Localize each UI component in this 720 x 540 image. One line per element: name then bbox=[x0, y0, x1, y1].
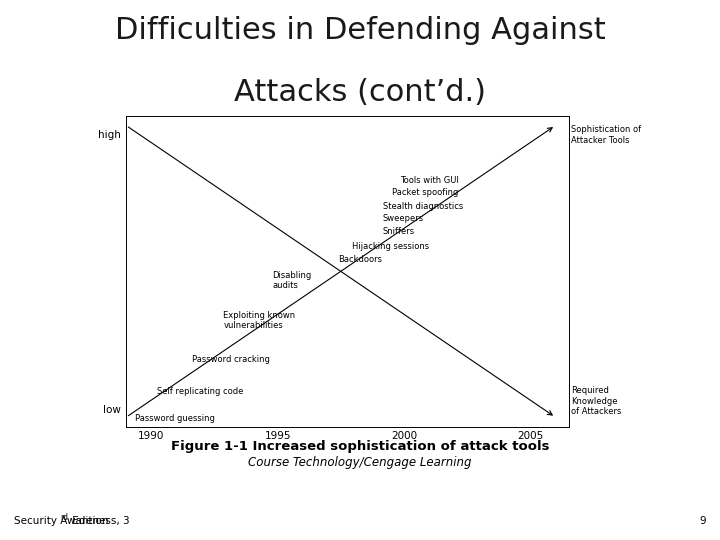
Text: Password cracking: Password cracking bbox=[192, 355, 270, 364]
Text: Exploiting known
vulnerabilities: Exploiting known vulnerabilities bbox=[223, 311, 295, 330]
Text: Tools with GUI: Tools with GUI bbox=[400, 176, 459, 185]
Text: Edition: Edition bbox=[69, 516, 109, 526]
Text: Security Awareness, 3: Security Awareness, 3 bbox=[14, 516, 130, 526]
Text: Required
Knowledge
of Attackers: Required Knowledge of Attackers bbox=[571, 386, 621, 416]
Text: rd: rd bbox=[60, 513, 68, 522]
Text: Sophistication of
Attacker Tools: Sophistication of Attacker Tools bbox=[571, 125, 641, 145]
Text: Sweepers: Sweepers bbox=[383, 214, 424, 223]
Text: 9: 9 bbox=[699, 516, 706, 526]
Text: Self replicating code: Self replicating code bbox=[157, 387, 243, 395]
Text: Figure 1-1 Increased sophistication of attack tools: Figure 1-1 Increased sophistication of a… bbox=[171, 440, 549, 453]
Text: Backdoors: Backdoors bbox=[338, 254, 382, 264]
Text: Sniffers: Sniffers bbox=[383, 227, 415, 235]
Text: Packet spoofing: Packet spoofing bbox=[392, 188, 458, 198]
Text: Course Technology/Cengage Learning: Course Technology/Cengage Learning bbox=[248, 456, 472, 469]
Text: Password guessing: Password guessing bbox=[135, 415, 215, 423]
Text: Difficulties in Defending Against: Difficulties in Defending Against bbox=[114, 16, 606, 45]
Text: Disabling
audits: Disabling audits bbox=[272, 271, 311, 290]
Text: Stealth diagnostics: Stealth diagnostics bbox=[383, 202, 463, 211]
Text: Hijacking sessions: Hijacking sessions bbox=[352, 242, 429, 251]
Text: Attacks (cont’d.): Attacks (cont’d.) bbox=[234, 78, 486, 107]
